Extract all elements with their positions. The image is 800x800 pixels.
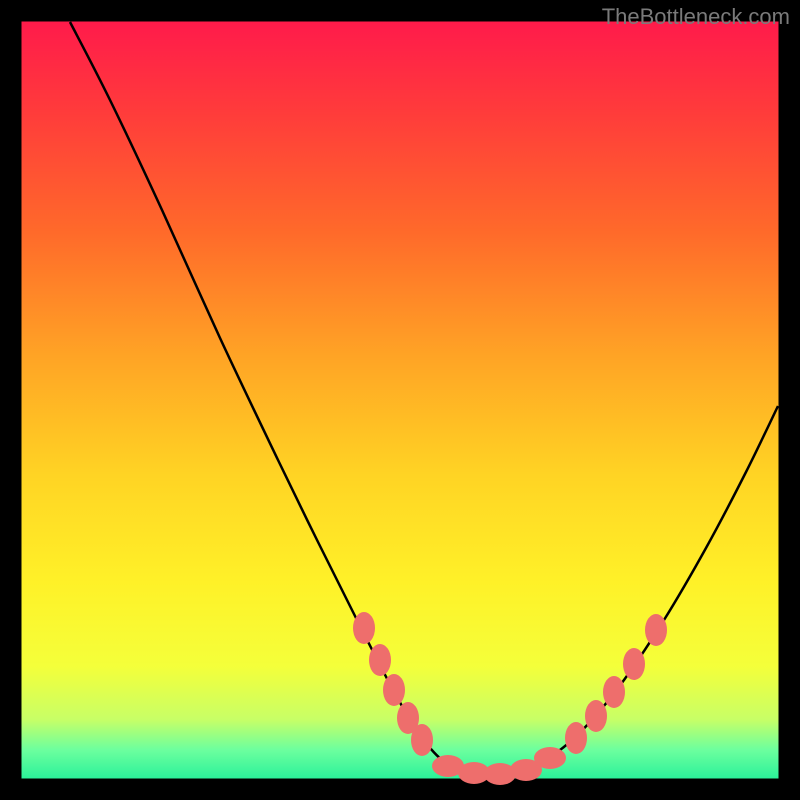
data-marker bbox=[645, 614, 667, 646]
data-marker bbox=[411, 724, 433, 756]
data-marker bbox=[623, 648, 645, 680]
data-marker bbox=[603, 676, 625, 708]
data-marker bbox=[565, 722, 587, 754]
data-marker bbox=[585, 700, 607, 732]
bottleneck-chart bbox=[0, 0, 800, 800]
chart-container: TheBottleneck.com bbox=[0, 0, 800, 800]
data-marker bbox=[369, 644, 391, 676]
data-marker bbox=[353, 612, 375, 644]
data-marker bbox=[383, 674, 405, 706]
data-marker bbox=[534, 747, 566, 769]
watermark-text: TheBottleneck.com bbox=[602, 4, 790, 30]
